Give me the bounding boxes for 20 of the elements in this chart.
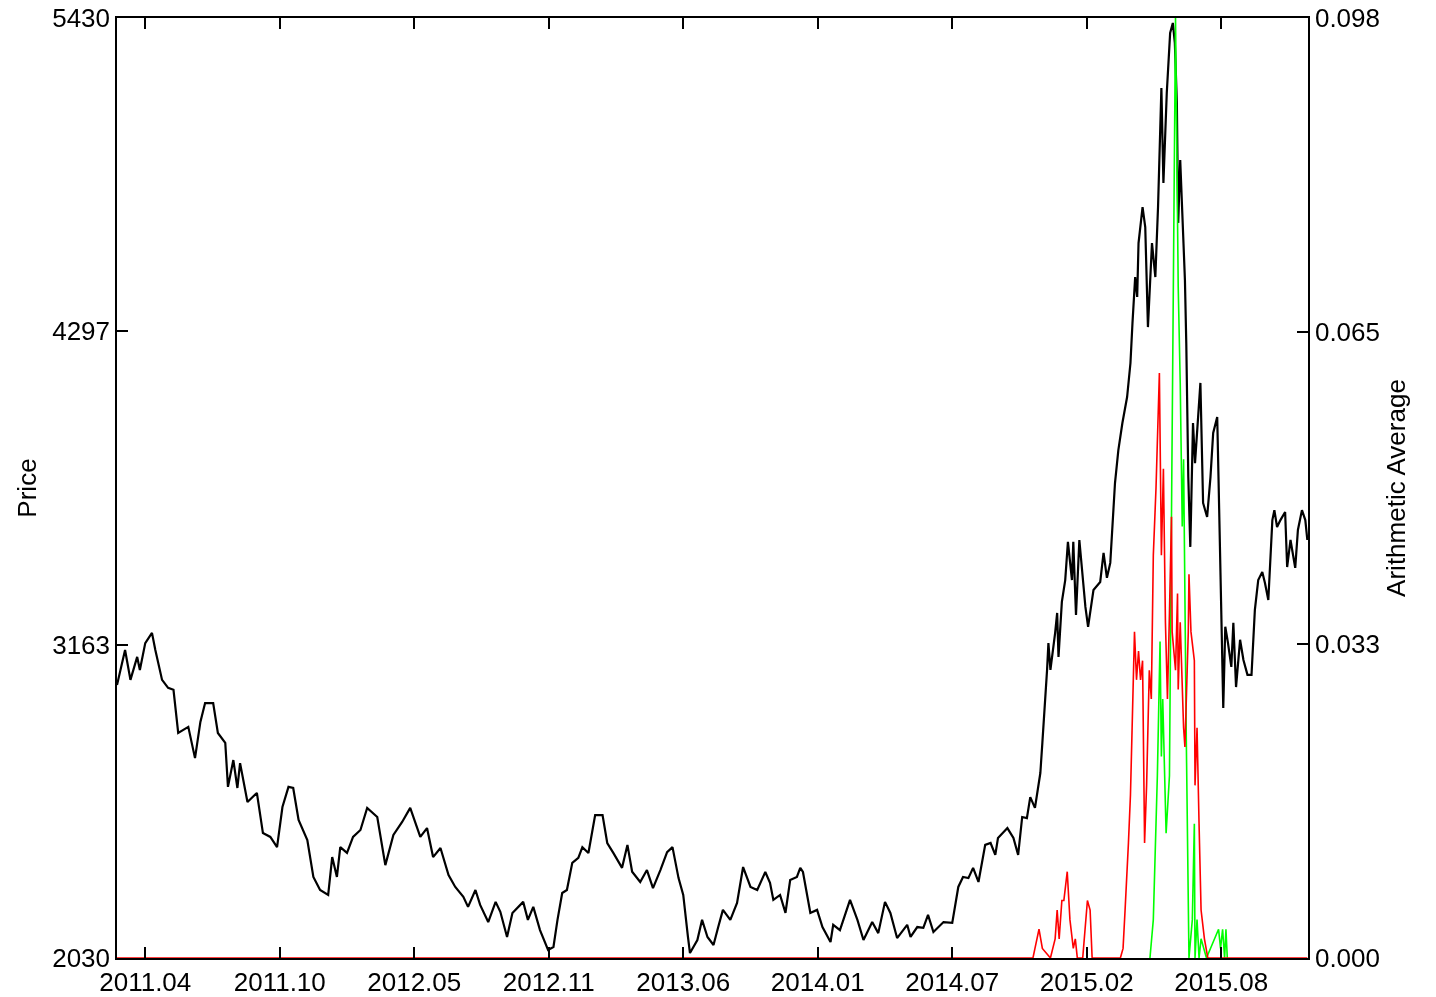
y2-axis-title: Arithmetic Average (1381, 379, 1412, 597)
x-tick-label: 2014.07 (905, 966, 1000, 997)
x-tick-label: 2015.08 (1174, 966, 1269, 997)
y-axis-title: Price (12, 458, 43, 518)
y2-tick-label: 0.000 (1314, 943, 1381, 974)
y2-tick-label: 0.065 (1314, 316, 1381, 347)
y-tick-label: 4297 (52, 316, 111, 347)
x-tick-label: 2012.05 (367, 966, 462, 997)
x-tick-label: 2012.11 (502, 966, 595, 997)
x-tick-label: 2011.10 (233, 966, 326, 997)
y-tick-label: 5430 (52, 3, 111, 34)
x-tick-label: 2014.01 (770, 966, 865, 997)
y2-tick-label: 0.098 (1314, 3, 1381, 34)
line-series (117, 21, 1308, 955)
line-series (117, 372, 1308, 958)
y2-tick-label: 0.033 (1314, 629, 1381, 660)
x-tick-label: 2015.02 (1039, 966, 1134, 997)
x-tick-label: 2013.06 (636, 966, 731, 997)
y-tick-label: 3163 (52, 629, 111, 660)
line-series (1149, 18, 1229, 958)
